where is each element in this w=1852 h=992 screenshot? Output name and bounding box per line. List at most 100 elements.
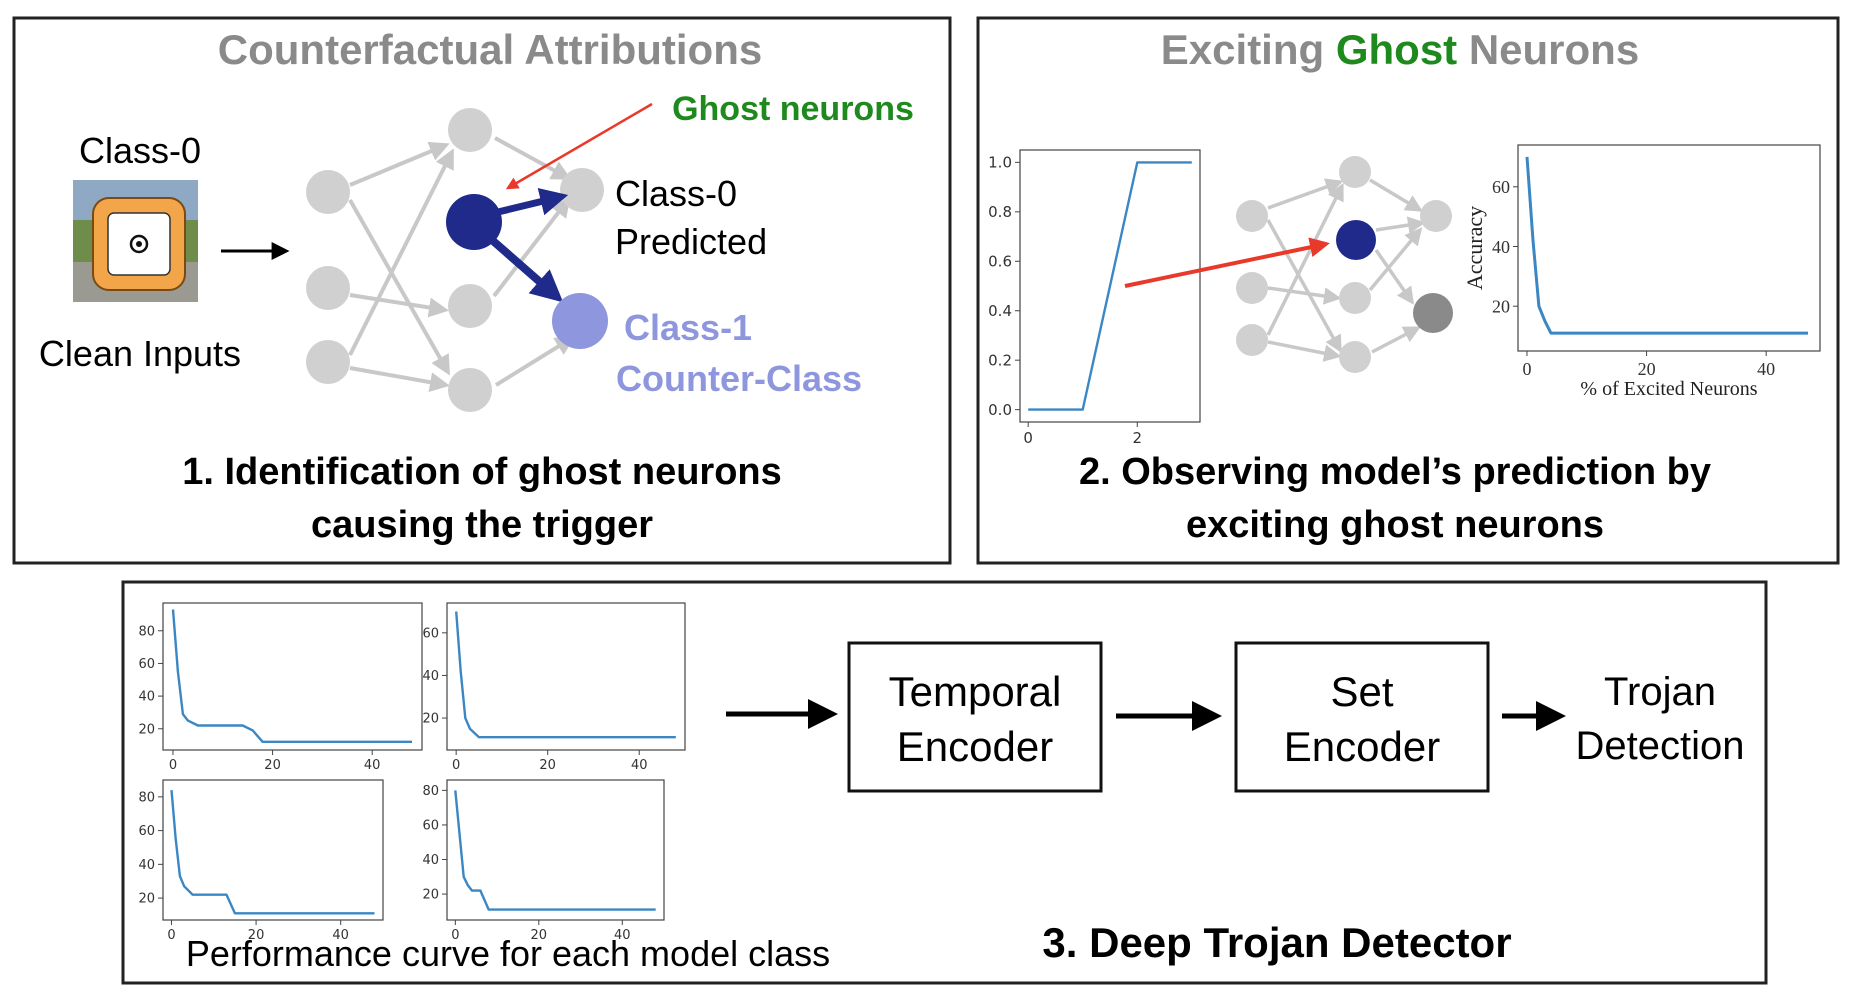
series-line (1028, 161, 1192, 411)
input-neuron (1236, 324, 1268, 356)
panel-1-title: Counterfactual Attributions (218, 26, 762, 73)
series-line (455, 611, 676, 739)
input-neuron (306, 266, 350, 310)
y-axis-label: Accuracy (1462, 206, 1487, 290)
panel-2-title: Exciting Ghost Neurons (1161, 26, 1639, 73)
performance-curve-chart: 20 40 60 80 0 20 40 (138, 779, 384, 943)
x-tick-label: 0 (167, 928, 175, 943)
y-tick-label: 60 (138, 657, 155, 672)
hidden-neuron (448, 368, 492, 412)
output-neuron-counter (1413, 293, 1453, 333)
input-neuron (1236, 272, 1268, 304)
set-encoder-label: Set (1330, 668, 1393, 715)
set-encoder-label: Encoder (1284, 723, 1440, 770)
panel-2-caption: 2. Observing model’s prediction by (1079, 451, 1711, 493)
y-tick-label: 40 (422, 669, 439, 684)
x-tick-label: 20 (531, 928, 548, 943)
x-tick-label: 2 (1132, 429, 1142, 447)
y-tick-label: 60 (422, 626, 439, 641)
input-class-label: Class-0 (79, 130, 201, 171)
y-tick-label: 60 (138, 824, 155, 839)
chart-frame (162, 602, 423, 751)
panel-1-caption: causing the trigger (311, 504, 653, 546)
hidden-neuron (448, 108, 492, 152)
y-tick-label: 20 (1492, 297, 1510, 317)
hidden-neuron (448, 284, 492, 328)
panel-excitation: Exciting Ghost Neurons 0.0 0.2 0.4 0.6 0.8 1.… (976, 16, 1840, 565)
trigger-icon (129, 234, 149, 254)
panel-1-caption: 1. Identification of ghost neurons (182, 451, 782, 493)
y-tick-label: 80 (138, 790, 155, 805)
temporal-encoder-box (847, 641, 1103, 793)
y-tick-label: 60 (1492, 177, 1510, 197)
chart-frame (446, 602, 686, 751)
panel-2-title-ghost: Ghost (1336, 26, 1457, 73)
ghost-to-class1-arrow (489, 236, 564, 303)
class-0-predicted-label: Class-0 (615, 173, 737, 214)
performance-curve-chart: 20 40 60 80 0 20 40 (422, 779, 665, 943)
temporal-encoder-label: Encoder (897, 723, 1053, 770)
input-neuron (1236, 200, 1268, 232)
y-tick-label: 0.0 (988, 401, 1012, 419)
counter-class-label: Class-1 (624, 307, 752, 348)
series-line (171, 609, 412, 743)
output-neuron-class-0 (560, 168, 604, 212)
panel-2-caption: exciting ghost neurons (1186, 504, 1604, 546)
panel-2-border (976, 16, 1840, 565)
x-tick-label: 0 (451, 928, 459, 943)
hidden-neuron (1339, 341, 1371, 373)
small-network-connections (1266, 178, 1426, 362)
panel-3-caption: 3. Deep Trojan Detector (1042, 919, 1511, 966)
output-neuron (1420, 200, 1452, 232)
ghost-pointer-arrow (505, 102, 653, 190)
y-tick-label: 80 (138, 624, 155, 639)
y-tick-label: 0.6 (988, 253, 1012, 271)
performance-curve-chart: 20 40 60 80 0 20 40 (138, 602, 423, 773)
panel-2-title-part: Neurons (1457, 26, 1639, 73)
x-tick-label: 40 (631, 758, 648, 773)
input-neuron (306, 170, 350, 214)
y-tick-label: 1.0 (988, 154, 1012, 172)
y-tick-label: 0.8 (988, 203, 1012, 221)
output-neuron-class-1 (552, 293, 608, 349)
series-line (170, 789, 375, 915)
x-tick-label: 40 (1757, 359, 1775, 379)
input-image-icon (73, 180, 198, 302)
temporal-encoder-label: Temporal (889, 668, 1062, 715)
class-0-predicted-label: Predicted (615, 221, 767, 262)
y-tick-label: 20 (138, 892, 155, 907)
excite-arrow (1124, 237, 1330, 288)
ghost-neuron (446, 194, 502, 250)
series-line (1525, 156, 1808, 335)
x-tick-label: 40 (614, 928, 631, 943)
y-tick-label: 0.4 (988, 302, 1012, 320)
x-tick-label: 0 (1522, 359, 1531, 379)
panel-identification: Counterfactual Attributions Class-0 Clea… (12, 16, 952, 565)
network-connections (348, 136, 576, 393)
y-tick-label: 80 (422, 784, 439, 799)
panel-1-border (12, 16, 952, 565)
y-tick-label: 60 (422, 818, 439, 833)
x-tick-label: 20 (539, 758, 556, 773)
x-tick-label: 0 (452, 758, 460, 773)
y-tick-label: 40 (138, 690, 155, 705)
chart-frame (1517, 144, 1821, 352)
series-line (454, 790, 656, 911)
x-tick-label: 20 (1638, 359, 1656, 379)
set-encoder-box (1234, 641, 1490, 793)
panel-3-border (121, 580, 1768, 985)
y-tick-label: 20 (422, 888, 439, 903)
performance-curves-caption: Performance curve for each model class (186, 933, 830, 974)
trojan-detection-label: Trojan (1604, 670, 1716, 714)
y-tick-label: 20 (422, 712, 439, 727)
hidden-neuron (1339, 282, 1371, 314)
x-tick-label: 40 (332, 928, 349, 943)
chart-frame (162, 779, 384, 921)
ghost-neurons-label: Ghost neurons (672, 90, 914, 128)
x-tick-label: 40 (364, 758, 381, 773)
x-tick-label: 0 (169, 758, 177, 773)
counter-class-label: Counter-Class (616, 358, 862, 399)
chart-frame (446, 779, 665, 921)
